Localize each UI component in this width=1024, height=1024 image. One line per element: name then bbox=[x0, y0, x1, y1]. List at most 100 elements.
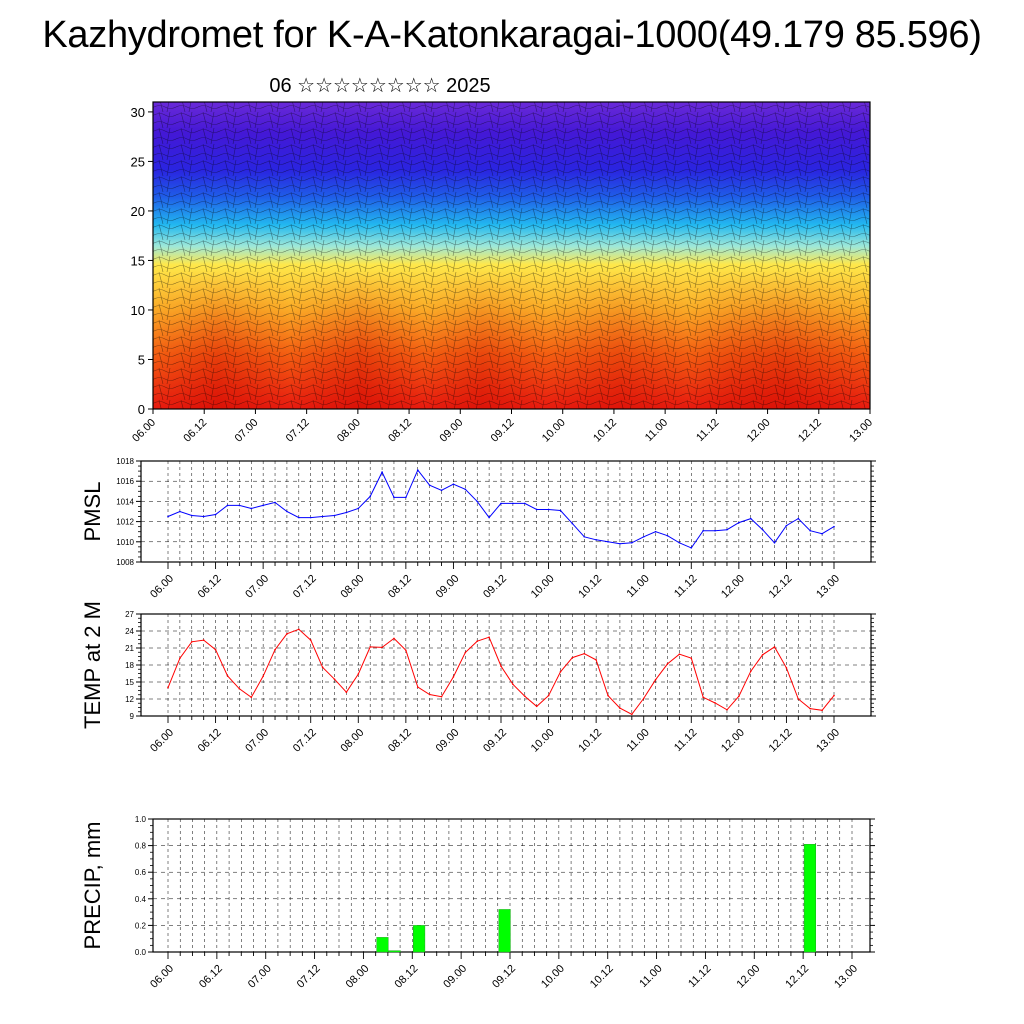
series-xtick-label: 09.00 bbox=[434, 727, 462, 755]
series-ytick-label: 27 bbox=[125, 610, 134, 619]
profile-ytick-label: 25 bbox=[131, 154, 145, 169]
series-xtick-label: 09.00 bbox=[441, 963, 469, 991]
series-ylabel: PMSL bbox=[80, 482, 105, 542]
page-title: Kazhydromet for K-A-Katonkaragai-1000(49… bbox=[42, 14, 982, 56]
series-xtick-label: 09.12 bbox=[481, 573, 509, 601]
profile-xtick-label: 10.12 bbox=[591, 417, 619, 445]
series-xtick-label: 08.12 bbox=[386, 727, 414, 755]
series-xtick-label: 07.12 bbox=[291, 573, 319, 601]
series-xtick-label: 12.00 bbox=[719, 573, 747, 601]
precip-bar bbox=[388, 950, 401, 953]
profile-xtick-label: 08.00 bbox=[335, 417, 363, 445]
series-xtick-label: 13.00 bbox=[814, 573, 842, 601]
series-point bbox=[167, 686, 169, 689]
profile-panel: 0 5 10 15 20 25 30 06.00 06.12 07.00 07.12 08.00 08.… bbox=[130, 101, 875, 445]
series-point bbox=[583, 535, 586, 538]
precip-bar bbox=[803, 844, 816, 953]
series-point bbox=[488, 636, 490, 639]
series-ytick-label: 0.0 bbox=[135, 948, 147, 957]
series-xtick-label: 07.12 bbox=[295, 963, 323, 991]
series-ylabel: TEMP at 2 M bbox=[80, 601, 105, 729]
series-xtick-label: 08.12 bbox=[392, 963, 420, 991]
series-point bbox=[476, 640, 479, 642]
series-xtick-label: 08.00 bbox=[338, 573, 366, 601]
profile-xtick-label: 12.12 bbox=[796, 417, 824, 445]
series-point bbox=[416, 686, 419, 688]
series-point bbox=[559, 671, 562, 673]
series-ytick-label: 18 bbox=[125, 661, 134, 670]
series-point bbox=[595, 659, 597, 661]
series-xtick-label: 07.00 bbox=[246, 963, 274, 991]
series-ytick-label: 1012 bbox=[116, 518, 134, 527]
series-point bbox=[309, 516, 312, 519]
series-point bbox=[821, 532, 823, 535]
series-xtick-label: 12.12 bbox=[783, 963, 811, 991]
series-xtick-label: 09.12 bbox=[481, 727, 509, 755]
series-xtick-label: 12.00 bbox=[719, 727, 747, 755]
series-point bbox=[226, 674, 229, 677]
series-point bbox=[654, 678, 657, 681]
precip-bar bbox=[498, 909, 511, 953]
series-point bbox=[309, 639, 312, 641]
series-xtick-label: 11.12 bbox=[672, 573, 699, 600]
series-point bbox=[797, 698, 800, 700]
series-point bbox=[714, 529, 716, 532]
series-point bbox=[333, 514, 336, 517]
series-point bbox=[714, 702, 716, 704]
series-ytick-label: 0.6 bbox=[135, 868, 147, 877]
series-point bbox=[321, 515, 324, 518]
series-xtick-label: 06.00 bbox=[148, 727, 176, 755]
series-point bbox=[607, 541, 609, 543]
series-point bbox=[619, 707, 621, 709]
series-point bbox=[749, 517, 752, 520]
series-panel-3: 0.0 0.2 0.4 0.6 0.8 1.0 06.00 06.12 07.00 07.12 08… bbox=[80, 815, 875, 991]
series-point bbox=[345, 691, 348, 693]
series-point bbox=[357, 507, 360, 510]
series-point bbox=[547, 694, 550, 697]
profile-xtick-label: 07.12 bbox=[284, 417, 312, 445]
series-ytick-label: 0.8 bbox=[135, 842, 147, 851]
series-point bbox=[821, 709, 823, 712]
series-ytick-label: 12 bbox=[125, 695, 134, 704]
series-xtick-label: 10.00 bbox=[539, 963, 567, 991]
series-point bbox=[571, 522, 574, 525]
series-point bbox=[631, 713, 633, 716]
series-point bbox=[738, 695, 740, 697]
series-xtick-label: 08.00 bbox=[338, 727, 366, 755]
series-point bbox=[286, 510, 288, 513]
series-panel-2: 9 12 15 18 21 24 27 06.00 06.12 07.00 07.12 08.00 08… bbox=[80, 601, 876, 755]
series-ytick-label: 1018 bbox=[116, 457, 134, 466]
series-point bbox=[286, 633, 288, 635]
series-point bbox=[190, 640, 193, 643]
series-point bbox=[595, 538, 597, 541]
series-point bbox=[416, 469, 419, 471]
series-ytick-label: 0.4 bbox=[135, 895, 147, 904]
series-point bbox=[190, 514, 193, 517]
series-xtick-label: 07.00 bbox=[243, 727, 271, 755]
series-ytick-label: 1016 bbox=[116, 477, 134, 486]
series-point bbox=[226, 504, 229, 507]
series-ytick-label: 1008 bbox=[116, 558, 134, 567]
series-point bbox=[488, 516, 490, 519]
series-point bbox=[761, 654, 764, 656]
series-ylabel: PRECIP, mm bbox=[80, 822, 105, 950]
series-xtick-label: 13.00 bbox=[832, 963, 860, 991]
series-ytick-label: 1014 bbox=[116, 497, 134, 506]
series-point bbox=[773, 646, 776, 648]
series-point bbox=[214, 513, 217, 516]
series-point bbox=[440, 695, 443, 698]
series-ytick-label: 0.2 bbox=[135, 921, 147, 930]
series-point bbox=[773, 542, 776, 544]
series-xtick-label: 11.12 bbox=[686, 963, 713, 990]
series-xtick-label: 10.12 bbox=[576, 727, 604, 755]
series-point bbox=[393, 496, 395, 499]
series-point bbox=[785, 524, 788, 527]
series-ytick-label: 1010 bbox=[116, 538, 134, 547]
series-xtick-label: 11.00 bbox=[624, 573, 651, 600]
series-point bbox=[654, 530, 657, 533]
profile-ytick-label: 10 bbox=[131, 303, 145, 318]
series-point bbox=[179, 510, 181, 513]
series-point bbox=[761, 528, 764, 531]
series-xtick-label: 12.12 bbox=[767, 573, 795, 601]
